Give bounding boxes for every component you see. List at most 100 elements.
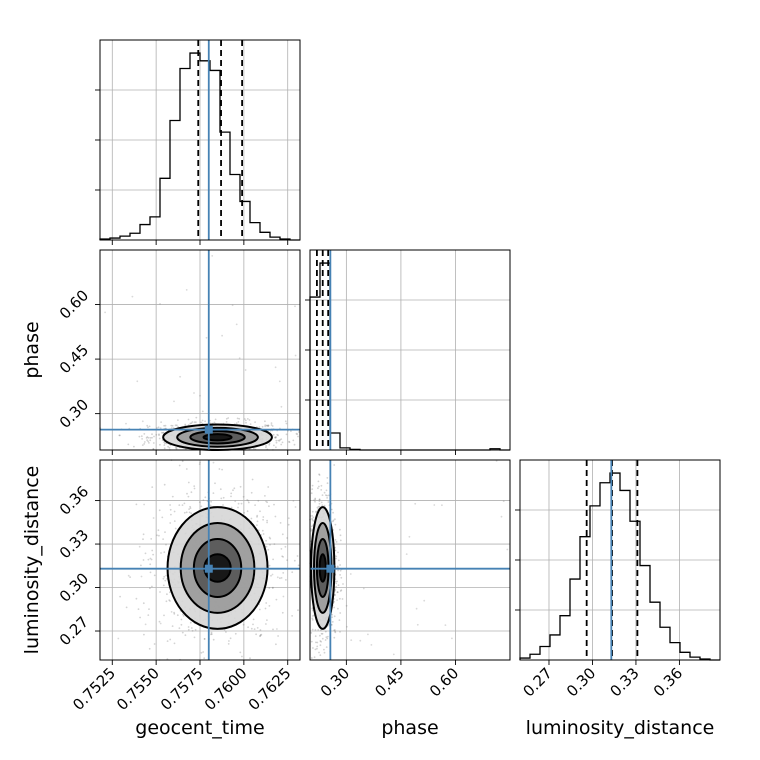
sample-point: [225, 417, 228, 420]
sample-point: [342, 583, 344, 585]
sample-point: [186, 492, 188, 495]
sample-point: [214, 418, 217, 421]
contour-line-2: [176, 426, 259, 448]
sample-point: [213, 421, 216, 424]
sample-point: [203, 657, 206, 660]
truth-marker: [326, 564, 335, 573]
histogram-geocent_time: [99, 52, 300, 241]
sample-point: [275, 643, 277, 646]
sample-point: [151, 433, 153, 436]
sample-point: [323, 504, 326, 507]
sample-point: [187, 481, 190, 484]
sample-point: [281, 533, 284, 536]
sample-point: [125, 606, 128, 609]
sample-point: [320, 489, 323, 491]
sample-outlier: [185, 289, 188, 291]
sample-point: [319, 644, 322, 647]
sample-point: [251, 478, 254, 481]
sample-point: [311, 515, 313, 517]
sample-point: [270, 424, 273, 426]
ytick-label-phase-0: 0.30: [56, 395, 92, 431]
sample-outlier: [199, 394, 201, 397]
sample-point: [160, 421, 163, 423]
sample-point: [312, 516, 315, 519]
sample-point: [336, 591, 339, 594]
sample-point: [163, 614, 165, 617]
sample-point: [321, 504, 324, 506]
sample-point: [297, 435, 299, 438]
sample-outlier: [294, 305, 296, 308]
sample-point: [168, 446, 171, 449]
sample-point: [167, 445, 170, 448]
sample-point: [129, 576, 132, 578]
sample-point: [169, 638, 172, 641]
sample-point: [157, 426, 160, 429]
xlabel-luminosity_distance: luminosity_distance: [526, 717, 715, 739]
sample-point: [247, 499, 250, 502]
marginal-phase: [305, 249, 511, 455]
sample-point: [162, 432, 164, 434]
sample-outlier: [294, 354, 297, 357]
sample-point: [222, 496, 225, 499]
sample-point: [326, 497, 328, 499]
sample-point: [327, 494, 330, 497]
sample-point: [281, 555, 284, 558]
sample-outlier: [276, 576, 279, 579]
sample-point: [174, 527, 177, 530]
sample-point: [323, 491, 326, 494]
sample-point: [317, 480, 320, 483]
sample-point: [317, 629, 320, 631]
sample-point: [333, 636, 336, 639]
sample-point: [164, 442, 166, 445]
sample-point: [152, 448, 155, 450]
sample-point: [315, 641, 317, 644]
sample-point: [262, 516, 265, 518]
sample-point: [189, 422, 192, 425]
sample-point: [243, 511, 246, 514]
sample-point: [147, 436, 150, 439]
sample-point: [239, 651, 242, 654]
sample-point: [210, 631, 213, 634]
sample-point: [190, 422, 193, 425]
marginal-luminosity_distance: 0.27 0.30 0.33 0.36: [515, 459, 721, 700]
sample-point: [339, 590, 342, 592]
sample-point: [259, 629, 262, 631]
sample-point: [228, 640, 230, 642]
sample-point: [249, 657, 251, 660]
sample-point: [138, 435, 141, 438]
sample-point: [339, 539, 342, 542]
sample-outlier: [117, 637, 120, 640]
sample-point: [320, 632, 323, 635]
sample-point: [163, 447, 166, 450]
sample-point: [245, 421, 247, 424]
sample-point: [135, 503, 138, 506]
sample-point: [193, 636, 196, 639]
sample-point: [321, 632, 324, 635]
ylabel-luminosity_distance: luminosity_distance: [21, 466, 43, 655]
sample-point: [272, 558, 274, 561]
sample-point: [331, 616, 333, 619]
sample-point: [190, 491, 193, 494]
sample-point: [240, 502, 243, 505]
sample-point: [334, 518, 336, 521]
sample-outlier: [131, 295, 134, 298]
sample-point: [325, 489, 328, 492]
sample-point: [151, 436, 153, 439]
sample-point: [149, 563, 152, 566]
sample-point: [280, 548, 283, 550]
sample-point: [170, 427, 173, 430]
sample-point: [183, 502, 186, 505]
sample-outlier: [282, 595, 285, 598]
sample-point: [173, 520, 176, 522]
sample-point: [275, 439, 278, 442]
sample-point: [159, 591, 161, 593]
sample-point: [258, 608, 261, 611]
sample-point: [334, 549, 337, 552]
sample-point: [340, 589, 343, 592]
sample-point: [260, 633, 263, 636]
sample-point: [326, 482, 329, 485]
sample-outlier: [502, 500, 505, 503]
sample-point: [160, 431, 163, 434]
sample-point: [267, 548, 270, 551]
sample-point: [314, 497, 317, 500]
